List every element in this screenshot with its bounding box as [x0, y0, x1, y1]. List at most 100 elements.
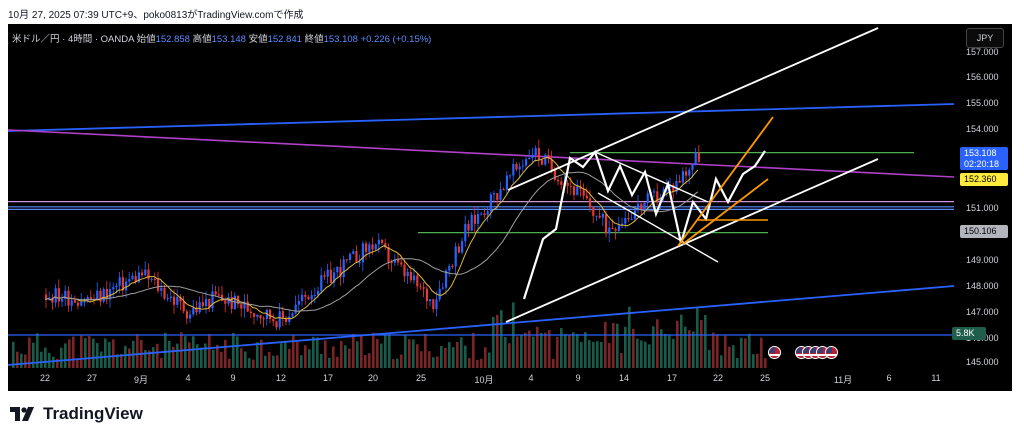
time-label: 27	[86, 373, 98, 383]
candle-body	[297, 301, 300, 305]
close-label: 終値	[304, 34, 324, 45]
candle-body	[61, 298, 64, 302]
high-value: 153.148	[211, 34, 246, 45]
price-label: 155.000	[966, 98, 999, 108]
candle-body	[505, 175, 508, 190]
volume-bar	[24, 354, 27, 368]
candle-body	[73, 300, 76, 303]
volume-bar	[696, 308, 699, 368]
volume-bar	[420, 351, 423, 368]
time-label: 17	[322, 373, 334, 383]
volume-bar	[440, 345, 443, 368]
volume-bar	[160, 357, 163, 368]
volume-bar	[624, 326, 627, 368]
candle-body	[317, 290, 320, 296]
volume-bar	[36, 333, 39, 368]
time-axis[interactable]: 22 27 9月 4 9 12 17 20 25 10月 4 9 14 17 2…	[8, 368, 954, 391]
volume-bar	[276, 355, 279, 368]
candle-body	[381, 239, 384, 244]
us-flag-icon[interactable]	[825, 346, 838, 359]
currency-button[interactable]: JPY	[966, 28, 1004, 48]
candle-body	[390, 262, 393, 264]
candle-body	[454, 246, 457, 267]
volume-bar	[68, 339, 71, 368]
volume-bar	[544, 332, 547, 368]
candle-body	[425, 288, 428, 302]
volume-bar	[12, 341, 15, 368]
candle-body	[528, 157, 531, 160]
volume-bar	[236, 336, 239, 368]
candle-body	[237, 295, 240, 305]
volume-bar	[332, 346, 335, 368]
volume-bar	[372, 332, 375, 368]
volume-bar	[592, 341, 595, 368]
volume-bar	[396, 358, 399, 368]
candle-body	[45, 294, 48, 300]
volume-bar	[56, 358, 59, 368]
candle-body	[131, 275, 134, 280]
volume-bar	[720, 355, 723, 368]
brand-name: TradingView	[43, 404, 143, 423]
volume-bar	[728, 346, 731, 368]
candle-body	[182, 301, 185, 312]
volume-bar	[104, 338, 107, 368]
candle-body	[99, 290, 102, 302]
volume-bar	[360, 334, 363, 368]
volume-bar	[324, 340, 327, 368]
candle-body	[576, 186, 579, 196]
candle-body	[387, 247, 390, 263]
volume-bar	[752, 354, 755, 368]
candle-body	[566, 182, 569, 186]
volume-bar	[408, 339, 411, 368]
candle-body	[64, 290, 67, 299]
volume-bar	[188, 342, 191, 368]
volume-bar	[368, 353, 371, 368]
candle-body	[249, 311, 252, 314]
time-label: 4	[528, 373, 534, 383]
volume-bar	[248, 358, 251, 368]
candle-body	[480, 213, 483, 215]
volume-bar	[676, 320, 679, 368]
chart-frame[interactable]: 米ドル／円 · 4時間 · OANDA 始値152.858 高値153.148 …	[8, 24, 1012, 391]
volume-bar	[476, 359, 479, 368]
volume-bar	[548, 330, 551, 368]
us-flag-icon[interactable]	[768, 346, 781, 359]
wedge-line-lower	[597, 192, 719, 263]
volume-bar	[472, 332, 475, 368]
candle-body	[166, 298, 169, 300]
volume-bar	[288, 348, 291, 368]
candle-body	[333, 272, 336, 283]
volume-bar	[252, 359, 255, 368]
candle-body	[553, 170, 556, 180]
volume-bar	[164, 332, 167, 368]
candle-body	[96, 290, 99, 300]
candle-body	[624, 217, 627, 224]
volume-bar	[244, 351, 247, 368]
chart-canvas[interactable]	[8, 24, 954, 368]
candle-body	[179, 296, 182, 302]
volume-bar	[556, 336, 559, 368]
candle-body	[384, 243, 387, 248]
candle-body	[118, 277, 121, 286]
candle-body	[323, 275, 326, 277]
volume-bar	[436, 356, 439, 368]
candle-body	[246, 301, 249, 312]
volume-bar	[636, 338, 639, 368]
candle-body	[467, 224, 470, 231]
price-label: 151.000	[966, 203, 999, 213]
time-label: 12	[275, 373, 287, 383]
candle-body	[329, 269, 332, 283]
volume-bar	[184, 336, 187, 368]
candle-body	[355, 251, 358, 263]
price-axis[interactable]: JPY 157.000 156.000 155.000 154.000 151.…	[954, 24, 1012, 391]
candle-body	[630, 218, 633, 220]
volume-bar	[384, 334, 387, 368]
volume-bar	[468, 358, 471, 368]
volume-bar	[292, 334, 295, 368]
volume-bar	[196, 344, 199, 368]
candle-body	[326, 269, 329, 277]
volume-bar	[608, 343, 611, 368]
candle-body	[441, 287, 444, 289]
volume-bar	[496, 314, 499, 368]
volume-bar	[600, 341, 603, 368]
